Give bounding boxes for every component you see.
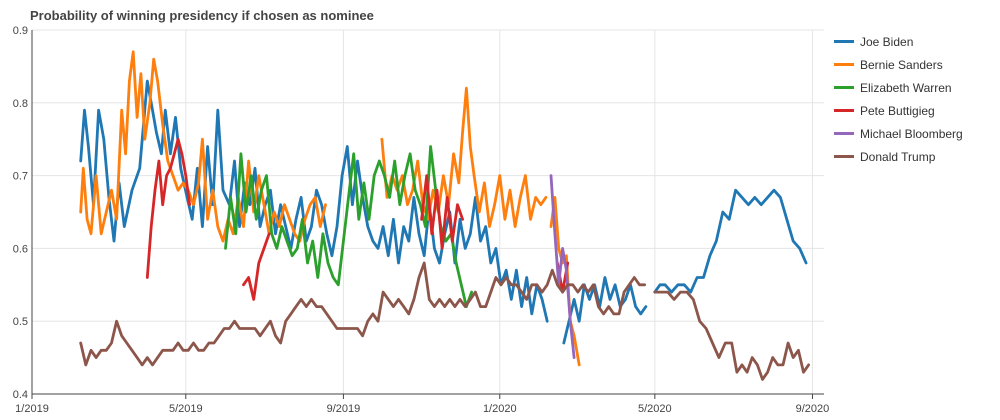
series-line-pete-buttigieg bbox=[242, 232, 271, 301]
legend-label: Michael Bloomberg bbox=[860, 126, 963, 141]
legend-swatch bbox=[834, 63, 854, 66]
series-line-joe-biden bbox=[653, 188, 808, 294]
series-line-elizabeth-warren bbox=[224, 145, 474, 309]
x-tick-label: 1/2020 bbox=[483, 403, 517, 415]
y-tick-label: 0.9 bbox=[13, 25, 28, 37]
y-tick-label: 0.7 bbox=[13, 171, 28, 183]
y-tick-label: 0.8 bbox=[13, 98, 28, 110]
legend: Joe Biden Bernie Sanders Elizabeth Warren P… bbox=[834, 30, 963, 168]
x-tick-label: 9/2019 bbox=[327, 403, 361, 415]
legend-swatch bbox=[834, 155, 854, 158]
legend-label: Donald Trump bbox=[860, 149, 936, 164]
legend-item-bernie-sanders[interactable]: Bernie Sanders bbox=[834, 53, 963, 76]
series-line-pete-buttigieg bbox=[420, 174, 465, 250]
x-tick-label: 9/2020 bbox=[796, 403, 830, 415]
legend-label: Pete Buttigieg bbox=[860, 103, 935, 118]
x-tick-label: 5/2020 bbox=[638, 403, 672, 415]
legend-item-michael-bloomberg[interactable]: Michael Bloomberg bbox=[834, 122, 963, 145]
series-line-pete-buttigieg bbox=[145, 137, 192, 279]
y-tick-label: 0.4 bbox=[13, 389, 28, 401]
legend-item-donald-trump[interactable]: Donald Trump bbox=[834, 145, 963, 168]
x-tick-label: 1/2019 bbox=[15, 403, 49, 415]
series-line-joe-biden bbox=[79, 79, 549, 323]
chart-title: Probability of winning presidency if cho… bbox=[30, 8, 374, 23]
y-tick-label: 0.5 bbox=[13, 316, 28, 328]
legend-swatch bbox=[834, 132, 854, 135]
legend-label: Elizabeth Warren bbox=[860, 80, 952, 95]
legend-swatch bbox=[834, 40, 854, 43]
x-tick-label: 5/2019 bbox=[169, 403, 203, 415]
series-line-bernie-sanders bbox=[380, 86, 548, 229]
series-line-michael-bloomberg bbox=[549, 174, 576, 360]
legend-swatch bbox=[834, 109, 854, 112]
series-line-donald-trump bbox=[653, 290, 810, 381]
legend-swatch bbox=[834, 86, 854, 89]
series-line-joe-biden bbox=[562, 276, 648, 345]
legend-label: Joe Biden bbox=[860, 34, 914, 49]
legend-item-elizabeth-warren[interactable]: Elizabeth Warren bbox=[834, 76, 963, 99]
legend-item-pete-buttigieg[interactable]: Pete Buttigieg bbox=[834, 99, 963, 122]
series-line-donald-trump bbox=[79, 261, 646, 367]
legend-item-joe-biden[interactable]: Joe Biden bbox=[834, 30, 963, 53]
legend-label: Bernie Sanders bbox=[860, 57, 943, 72]
series-line-bernie-sanders bbox=[79, 50, 327, 243]
y-tick-label: 0.6 bbox=[13, 243, 28, 255]
